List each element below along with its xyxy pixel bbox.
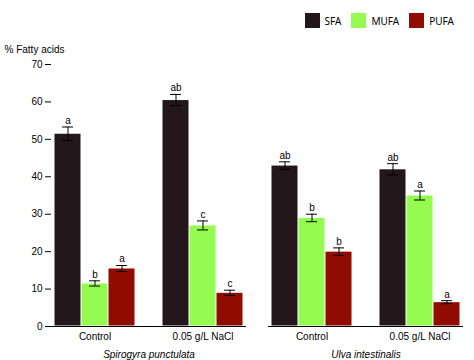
svg-text:b: b (309, 202, 315, 213)
svg-text:c: c (201, 209, 206, 220)
svg-text:ab: ab (279, 150, 291, 161)
svg-text:50: 50 (31, 134, 43, 145)
svg-text:Control: Control (79, 331, 111, 342)
svg-text:c: c (228, 278, 233, 289)
svg-text:% Fatty acids: % Fatty acids (5, 44, 65, 55)
svg-text:Ulva intestinalis: Ulva intestinalis (331, 349, 400, 360)
svg-text:a: a (65, 115, 71, 126)
svg-text:20: 20 (31, 246, 43, 257)
svg-text:ab: ab (170, 82, 182, 93)
svg-text:0: 0 (37, 321, 43, 332)
svg-text:40: 40 (31, 171, 43, 182)
svg-text:60: 60 (31, 96, 43, 107)
svg-text:b: b (92, 269, 98, 280)
svg-text:Spirogyra punctulata: Spirogyra punctulata (103, 349, 195, 360)
html-text:PUFA: PUFA (429, 13, 454, 28)
svg-text:b: b (336, 236, 342, 247)
svg-text:a: a (417, 179, 423, 190)
svg-text:a: a (119, 253, 125, 264)
svg-text:ab: ab (387, 152, 399, 163)
html-text:SFA: SFA (324, 13, 342, 28)
svg-text:0.05 g/L NaCl: 0.05 g/L NaCl (173, 331, 234, 342)
html-text:MUFA: MUFA (371, 13, 400, 28)
svg-text:70: 70 (31, 59, 43, 70)
svg-text:0.05 g/L NaCl: 0.05 g/L NaCl (390, 331, 451, 342)
svg-text:30: 30 (31, 208, 43, 219)
svg-text:a: a (444, 289, 450, 300)
svg-text:Control: Control (296, 331, 328, 342)
svg-text:10: 10 (31, 283, 43, 294)
